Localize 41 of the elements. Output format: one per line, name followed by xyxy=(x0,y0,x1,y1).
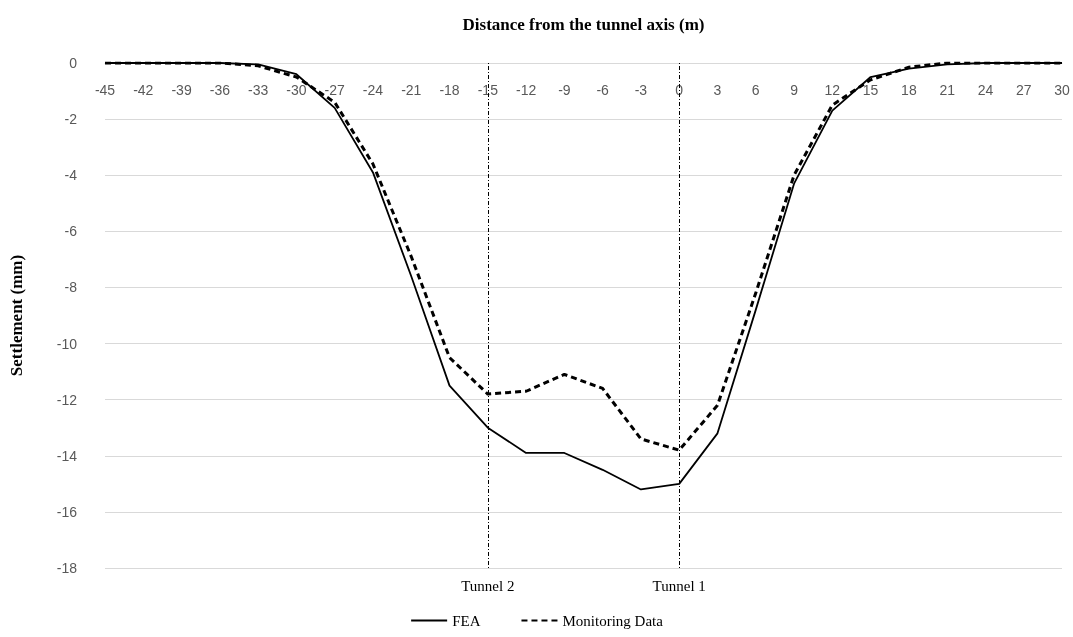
y-tick-label: -4 xyxy=(64,167,78,184)
x-tick-label: -12 xyxy=(515,82,537,98)
x-tick-label: -18 xyxy=(439,82,460,98)
x-tick-label: -21 xyxy=(401,82,422,98)
x-tick-label: -6 xyxy=(596,82,610,98)
x-tick-label: 15 xyxy=(862,82,879,98)
legend-label: FEA xyxy=(452,612,481,629)
y-tick-label: 0 xyxy=(69,55,78,71)
x-tick-label: -39 xyxy=(171,82,192,98)
x-tick-label: -30 xyxy=(286,82,307,98)
y-tick-label: -18 xyxy=(56,560,78,576)
ref-line-label: Tunnel 1 xyxy=(652,577,706,594)
x-tick-label: 12 xyxy=(824,82,841,98)
x-tick-label: 30 xyxy=(1054,82,1070,98)
x-tick-label: 18 xyxy=(901,82,917,98)
x-tick-label: -9 xyxy=(558,82,571,98)
x-tick-label: -15 xyxy=(477,82,499,98)
x-tick-label: -36 xyxy=(209,82,231,98)
x-tick-label: 6 xyxy=(751,82,760,98)
x-tick-label: -33 xyxy=(248,82,269,98)
y-axis-title: Settlement (mm) xyxy=(7,254,26,377)
legend-label: Monitoring Data xyxy=(562,612,664,629)
x-tick-label: 24 xyxy=(977,82,994,98)
x-tick-label: -24 xyxy=(362,82,384,98)
ref-line-label: Tunnel 2 xyxy=(461,577,515,594)
y-tick-label: -8 xyxy=(64,279,78,296)
x-tick-label: -42 xyxy=(133,82,154,98)
y-tick-label: -10 xyxy=(56,335,78,352)
y-tick-label: -16 xyxy=(56,503,78,520)
y-tick-label: -12 xyxy=(56,391,78,408)
x-tick-label: 21 xyxy=(939,82,956,98)
x-tick-label: 9 xyxy=(790,82,799,98)
x-tick-label: -3 xyxy=(634,82,648,98)
x-tick-label: 27 xyxy=(1015,82,1032,98)
x-tick-label: -45 xyxy=(94,82,116,98)
y-tick-label: -2 xyxy=(64,111,78,128)
x-tick-label: 3 xyxy=(713,82,722,98)
y-tick-label: -6 xyxy=(64,223,78,240)
x-axis-title: Distance from the tunnel axis (m) xyxy=(462,15,705,34)
x-tick-label: -27 xyxy=(324,82,346,98)
y-tick-label: -14 xyxy=(56,447,78,464)
